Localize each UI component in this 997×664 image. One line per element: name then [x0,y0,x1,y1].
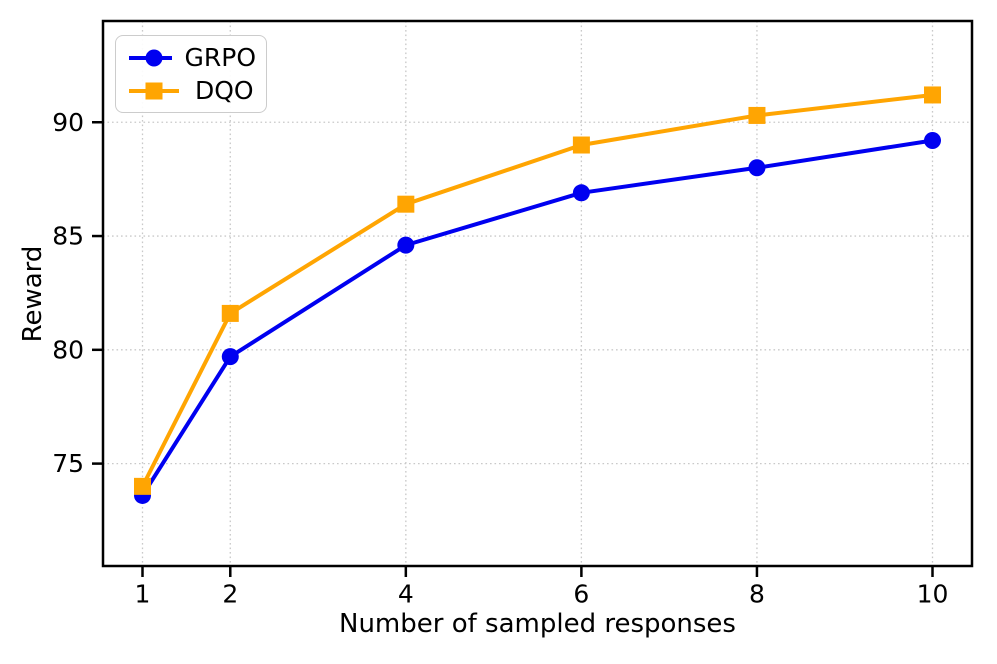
grpo-circle-marker-icon [145,49,163,66]
grpo-data-point [572,184,590,202]
y-tick-label: 85 [52,222,84,251]
dqo-data-point [924,86,941,104]
grpo-data-point [924,131,941,149]
grpo-data-point [748,159,766,177]
y-tick-label: 80 [52,335,84,364]
y-axis-label: Reward [18,245,48,343]
dqo-data-point [572,136,590,154]
x-tick-label: 8 [749,580,765,609]
legend-item-dqo: DQO [126,74,256,107]
grpo-line [140,138,935,498]
y-tick-label: 75 [52,449,84,478]
legend-label-dqo: DQO [195,76,254,105]
plot-frame [101,19,974,568]
dqo-data-point [748,106,766,124]
legend: GRPO DQO [115,35,267,113]
dqo-data-point [397,195,415,213]
x-tick-label: 10 [917,580,949,609]
dqo-line [140,92,935,489]
x-tick-label: 6 [573,580,589,609]
x-tick-label: 1 [135,580,151,609]
dqo-data-point [134,477,151,495]
x-tick-label: 2 [222,580,238,609]
legend-item-grpo: GRPO [126,41,256,74]
grpo-line-marker-sample [129,49,172,66]
x-tick-label: 4 [398,580,414,609]
grpo-data-point [397,236,415,254]
dqo-square-marker-icon [145,82,163,99]
x-axis-label: Number of sampled responses [339,609,736,639]
y-tick-label: 90 [52,108,84,137]
dqo-data-point [221,304,239,322]
legend-label-grpo: GRPO [184,43,257,72]
dqo-line-marker-sample [129,82,179,99]
grpo-data-point [221,348,239,366]
